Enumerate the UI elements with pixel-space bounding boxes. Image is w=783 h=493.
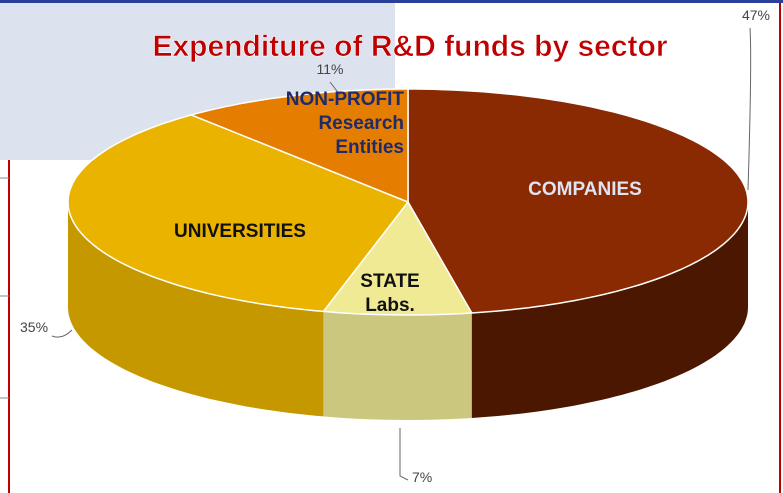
slice-side [471,202,748,418]
leader-line [51,329,73,338]
slice-label: STATE Labs. [360,271,420,316]
leader-line [747,27,752,191]
value-label: 11% [317,61,344,77]
value-labels: 47% 7% 35% 11% [20,7,770,485]
leader-line [329,81,341,96]
slice-label: COMPANIES [528,179,642,200]
value-label: 35% [20,319,48,335]
slice-label: NON-PROFIT Research Entities [285,89,404,158]
slice [407,88,749,314]
slice-side [323,311,472,420]
chart-title: Expenditure of R&D funds by sector [152,30,667,63]
value-label: 47% [742,7,770,23]
pie [67,88,749,420]
slice [67,114,410,313]
slice-label: UNIVERSITIES [174,221,306,242]
slice [188,88,409,204]
value-label: 7% [412,469,432,485]
top-border [0,0,783,3]
slice [321,200,473,316]
slice-side [68,202,324,417]
leader-line [399,428,409,481]
